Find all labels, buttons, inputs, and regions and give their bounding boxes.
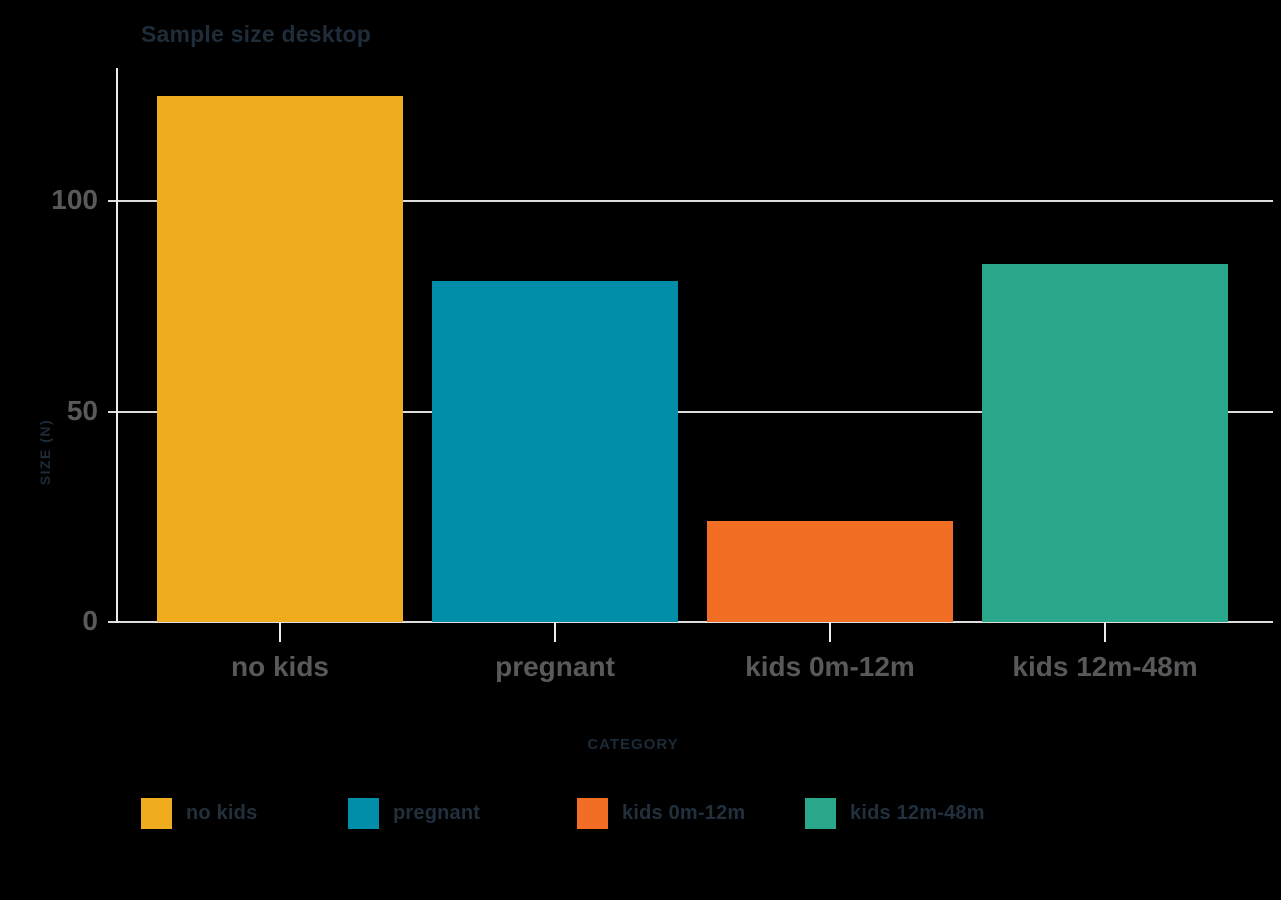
y-tick-label-0: 0 (82, 605, 98, 636)
y-tick-label-100: 100 (51, 184, 98, 215)
gridline-100 (108, 200, 1273, 202)
legend-label: no kids (186, 802, 258, 824)
x-tick-label-kids-12m-48m: kids 12m-48m (1012, 651, 1198, 682)
x-axis-title: CATEGORY (587, 736, 679, 753)
legend-item-kids-0m-12m[interactable]: kids 0m-12m (577, 798, 745, 829)
x-tick-label-kids-0m-12m: kids 0m-12m (745, 651, 915, 682)
legend-label: pregnant (393, 802, 481, 824)
legend-item-kids-12m-48m[interactable]: kids 12m-48m (805, 798, 985, 829)
x-tick-kids-12m-48m (1104, 622, 1106, 642)
legend-swatch-pregnant (348, 798, 379, 829)
legend-label: kids 0m-12m (622, 802, 746, 824)
x-tick-label-no-kids: no kids (230, 651, 329, 682)
y-axis-line (116, 68, 118, 623)
bar-kids-12m-48m[interactable] (982, 264, 1228, 622)
legend-label: kids 12m-48m (850, 802, 985, 824)
chart-title: Sample size desktop (141, 21, 372, 47)
legend-swatch-no-kids (141, 798, 172, 829)
bar-kids-0m-12m[interactable] (707, 521, 953, 622)
legend-item-no-kids[interactable]: no kids (141, 798, 257, 829)
gridline-50 (108, 410, 1273, 413)
legend-item-pregnant[interactable]: pregnant (348, 798, 480, 829)
x-tick-pregnant (554, 622, 556, 642)
x-tick-no-kids (279, 622, 281, 642)
x-tick-label-pregnant: pregnant (495, 651, 615, 682)
legend-swatch-kids-0m-12m (577, 798, 608, 829)
y-tick-label-50: 50 (66, 394, 98, 426)
gridline-0 (108, 621, 1273, 623)
x-tick-kids-0m-12m (829, 622, 831, 642)
legend: no kids pregnant kids 0m-12m kids 12m-48m (0, 798, 1281, 829)
bar-pregnant[interactable] (432, 281, 678, 622)
legend-swatch-kids-12m-48m (805, 798, 836, 829)
y-axis-title: SIZE (N) (37, 418, 53, 486)
bar-no-kids[interactable] (157, 96, 403, 622)
